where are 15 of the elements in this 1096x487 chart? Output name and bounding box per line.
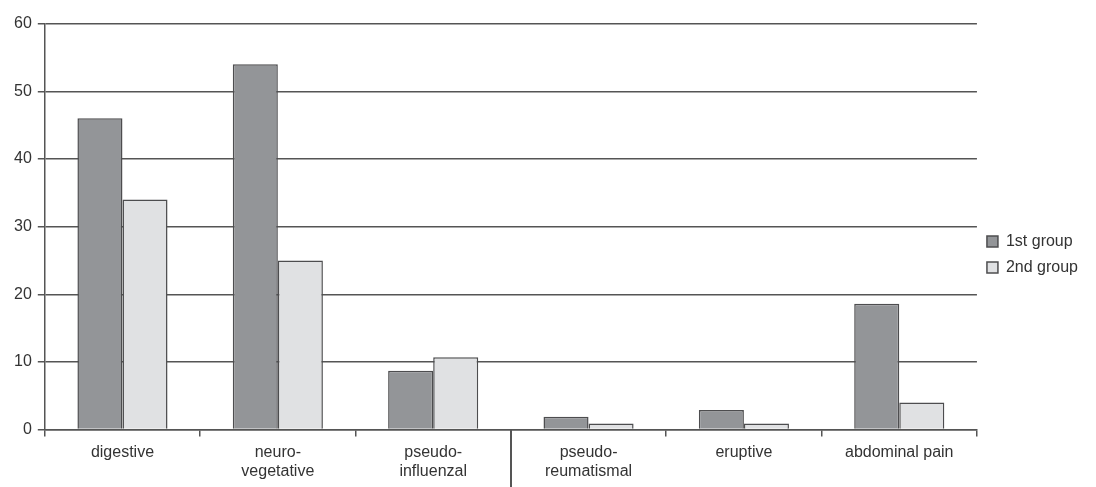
y-tick-label: 20 — [14, 284, 32, 302]
y-tick-label: 0 — [22, 420, 32, 438]
x-tick-label: pseudo-influenzal — [399, 442, 467, 479]
x-tick-label: eruptive — [715, 442, 773, 460]
x-tick-label: neuro-vegetative — [241, 442, 315, 479]
x-tick-label: pseudo-reumatismal — [544, 442, 633, 479]
y-tick-label: 10 — [14, 352, 32, 370]
x-tick-label: digestive — [90, 442, 155, 460]
y-tick-label: 60 — [14, 14, 32, 32]
y-tick-label: 40 — [14, 149, 32, 167]
legend-label: 2nd group — [1005, 257, 1079, 275]
y-tick-label: 30 — [14, 217, 32, 235]
legend-label: 1st group — [1005, 231, 1073, 249]
y-tick-label: 50 — [14, 81, 32, 99]
x-tick-label: abdominal pain — [844, 442, 954, 460]
